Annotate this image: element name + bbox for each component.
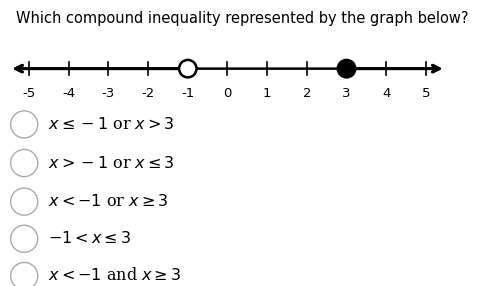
Ellipse shape xyxy=(11,225,38,252)
Text: $-1 < x \leq 3$: $-1 < x \leq 3$ xyxy=(48,230,132,247)
Ellipse shape xyxy=(338,60,355,77)
Text: $x < -1$ or $x \geq 3$: $x < -1$ or $x \geq 3$ xyxy=(48,193,169,210)
Text: 3: 3 xyxy=(342,87,351,100)
Ellipse shape xyxy=(11,188,38,215)
Text: 5: 5 xyxy=(422,87,430,100)
Text: 2: 2 xyxy=(302,87,311,100)
Ellipse shape xyxy=(11,150,38,176)
Text: -5: -5 xyxy=(22,87,36,100)
Ellipse shape xyxy=(11,263,38,286)
Text: 0: 0 xyxy=(223,87,232,100)
Text: 4: 4 xyxy=(382,87,391,100)
Ellipse shape xyxy=(11,111,38,138)
Text: $x < -1$ and $x \geq 3$: $x < -1$ and $x \geq 3$ xyxy=(48,267,182,285)
Text: -1: -1 xyxy=(181,87,195,100)
Text: -3: -3 xyxy=(102,87,115,100)
Text: $x \leq -1$ or $x > 3$: $x \leq -1$ or $x > 3$ xyxy=(48,116,175,133)
Text: -4: -4 xyxy=(62,87,76,100)
Text: -2: -2 xyxy=(141,87,155,100)
Ellipse shape xyxy=(179,60,197,77)
Text: $x > -1$ or $x \leq 3$: $x > -1$ or $x \leq 3$ xyxy=(48,154,175,172)
Text: 1: 1 xyxy=(263,87,272,100)
Text: Which compound inequality represented by the graph below?: Which compound inequality represented by… xyxy=(16,11,468,26)
